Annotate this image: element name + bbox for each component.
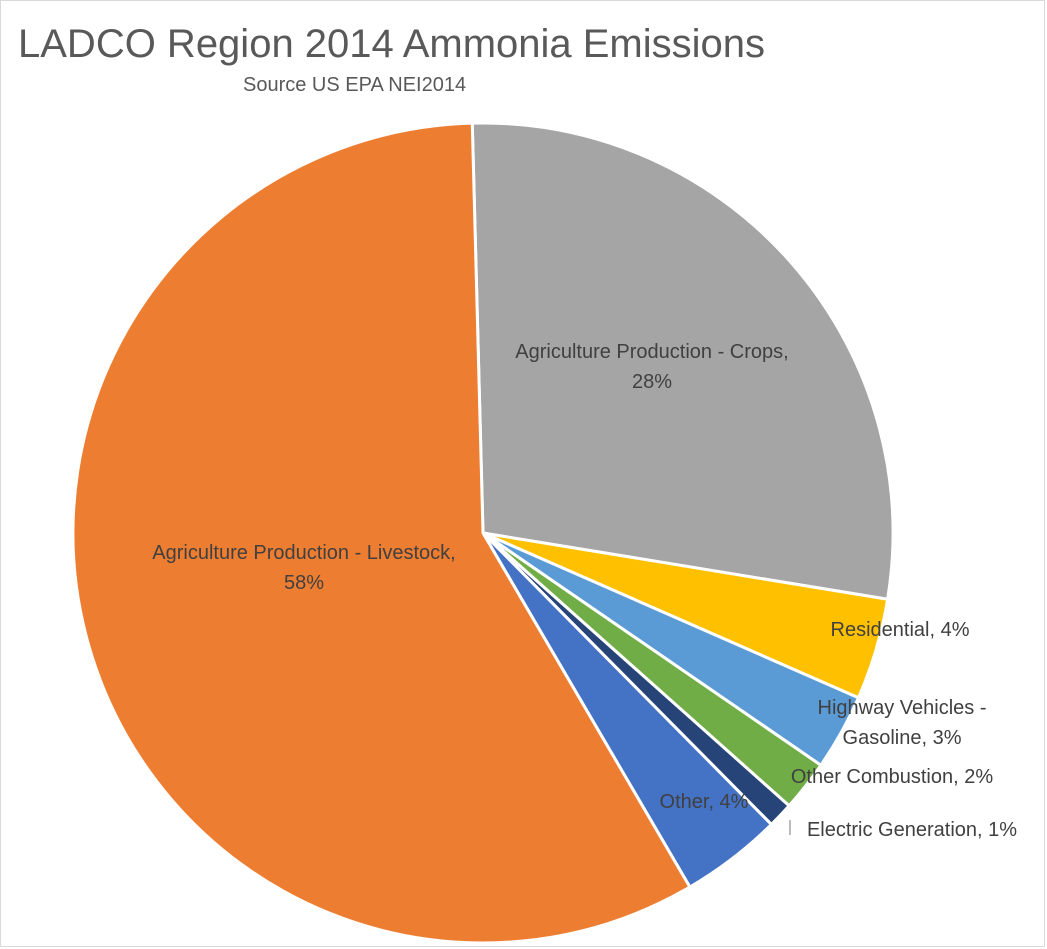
data-label: Electric Generation, 1% <box>807 819 1017 841</box>
pie-slice-agriculture-production-crops <box>470 121 895 601</box>
data-label: Residential, 4% <box>831 619 970 641</box>
data-label: Other, 4% <box>660 791 749 813</box>
data-label: Highway Vehicles -Gasoline, 3% <box>818 697 987 749</box>
data-label: Agriculture Production - Livestock, 58% <box>152 542 455 594</box>
data-label: Agriculture Production - Crops, 28% <box>515 341 788 393</box>
pie-slice-agriculture-production-livestock <box>71 121 692 945</box>
chart-subtitle: Source US EPA NEI2014 <box>243 74 467 96</box>
chart-title: LADCO Region 2014 Ammonia Emissions <box>18 22 766 66</box>
pie-slices <box>71 121 895 945</box>
data-label: Other Combustion, 2% <box>791 766 994 788</box>
data-labels: Agriculture Production - Crops, 28% Reside… <box>152 341 1017 841</box>
